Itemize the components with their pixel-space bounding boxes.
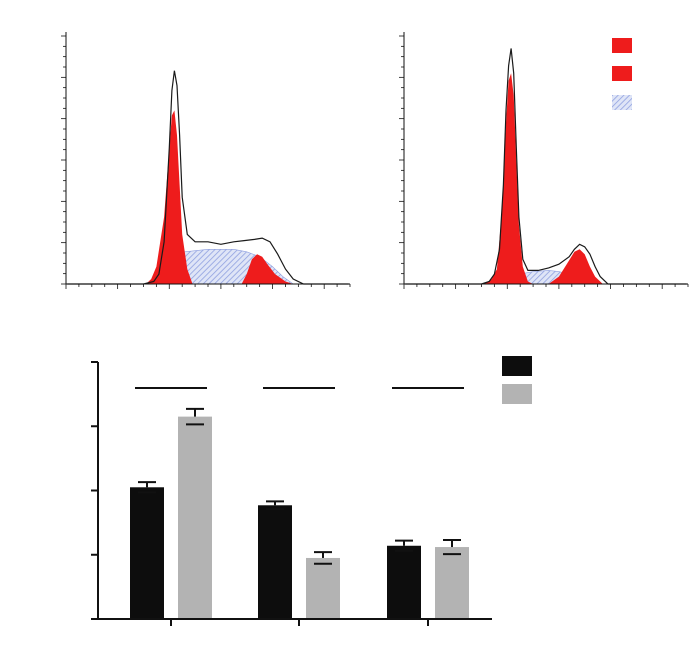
left-hist-g2-peak — [241, 254, 294, 284]
bar-group2-series1 — [258, 505, 292, 619]
bar-legend — [502, 356, 532, 404]
legend-swatch-hatch — [612, 95, 632, 110]
bar-group3-series2 — [435, 547, 469, 619]
bar-group2-series2 — [306, 557, 340, 619]
right-hist-envelope-line — [405, 48, 687, 285]
right-hist-g1-peak — [484, 73, 534, 284]
legend-swatch-red-1 — [612, 38, 632, 53]
legend-swatch-gray — [502, 384, 532, 404]
left-hist-envelope-line — [67, 70, 349, 285]
bar-group3-series1 — [387, 545, 421, 619]
histogram-right — [399, 32, 689, 289]
histogram-legend — [612, 38, 632, 110]
legend-swatch-red-2 — [612, 66, 632, 81]
left-hist-g1-peak — [146, 110, 193, 285]
legend-swatch-black — [502, 356, 532, 376]
bar-group1-series1 — [130, 487, 164, 619]
bar-group1-series2 — [178, 416, 212, 619]
bar-chart — [91, 361, 492, 626]
histogram-left — [61, 32, 351, 289]
right-hist-g2-peak — [548, 249, 603, 284]
